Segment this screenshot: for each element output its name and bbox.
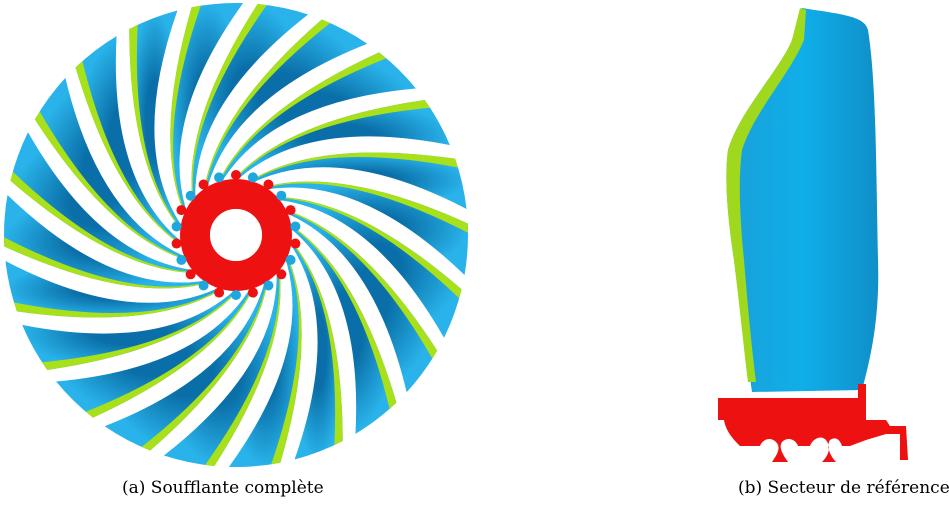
- fan-blade: [34, 77, 184, 260]
- hub-lug: [290, 221, 301, 232]
- full-fan-image: [3, 2, 468, 467]
- fan-blades: [3, 2, 468, 467]
- blade-leading-edge: [219, 52, 387, 180]
- reference-sector-image: [718, 8, 908, 462]
- fan-blade: [288, 210, 438, 393]
- subfigure-a-caption: (a) Soufflante complète: [122, 478, 324, 498]
- hub-bore: [210, 209, 262, 261]
- blade-leading-edge: [267, 181, 468, 233]
- fan-blade: [191, 4, 309, 198]
- hub-lug: [290, 238, 301, 249]
- hub-lug: [176, 205, 187, 216]
- blade-leading-edge: [75, 61, 179, 244]
- hub-lug: [231, 290, 241, 300]
- fan-blade: [22, 292, 236, 370]
- fan-blade: [219, 52, 416, 180]
- subfigure-b-caption: (b) Secteur de référence: [738, 478, 949, 498]
- hub-lug: [247, 172, 258, 183]
- hub-lug: [263, 280, 274, 291]
- hub-lug: [171, 238, 182, 249]
- fan-blade: [5, 261, 220, 318]
- hub-lug: [185, 269, 196, 280]
- fan-blade: [252, 152, 467, 209]
- hub-lug: [276, 190, 287, 201]
- hub-lug: [285, 205, 296, 216]
- blade-leading-edge: [4, 237, 205, 289]
- blade-leading-edge: [271, 259, 302, 465]
- fan-blade: [204, 19, 368, 187]
- hub-lug: [231, 170, 241, 180]
- fan-blade: [163, 272, 281, 466]
- fan-blade: [170, 2, 244, 211]
- blade-leading-edge: [129, 24, 179, 227]
- reference-sector-figure: [700, 0, 949, 470]
- fan-blade: [129, 10, 180, 227]
- sector-hub-root: [718, 384, 908, 462]
- fan-blade: [75, 36, 179, 244]
- blade-leading-edge: [14, 290, 220, 318]
- fan-blade: [236, 100, 450, 178]
- hub-lug: [214, 287, 225, 298]
- fan-hub: [171, 170, 301, 300]
- hub-lug: [276, 269, 287, 280]
- hub-lug: [247, 287, 258, 298]
- full-fan-figure: [0, 0, 475, 470]
- fan-blade: [104, 283, 268, 451]
- blade-leading-edge: [236, 100, 430, 178]
- blade-leading-edge: [85, 290, 253, 418]
- hub-lug: [285, 254, 296, 265]
- blade-leading-edge: [293, 243, 343, 446]
- sector-leading-edge: [726, 8, 806, 382]
- fan-blade: [56, 290, 253, 418]
- blade-leading-edge: [42, 292, 236, 370]
- fan-blade: [228, 259, 302, 467]
- hub-lug: [198, 280, 209, 291]
- blade-leading-edge: [170, 5, 201, 211]
- fan-blade: [292, 243, 343, 460]
- hub-lug: [171, 221, 182, 232]
- hub-lug: [176, 254, 187, 265]
- hub-lug: [198, 179, 209, 190]
- hub-lug: [263, 179, 274, 190]
- fan-blade: [293, 226, 397, 434]
- hub-ring: [180, 179, 292, 291]
- blade-leading-edge: [252, 152, 458, 180]
- blade-leading-edge: [293, 226, 397, 409]
- hub-lug: [185, 190, 196, 201]
- hub-lug: [214, 172, 225, 183]
